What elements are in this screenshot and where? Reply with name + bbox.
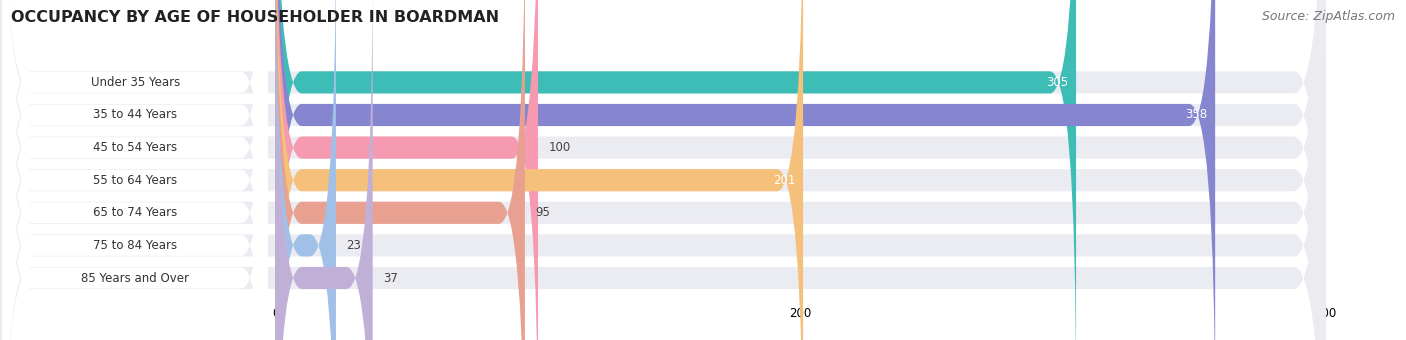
FancyBboxPatch shape xyxy=(3,0,267,340)
FancyBboxPatch shape xyxy=(3,0,267,340)
FancyBboxPatch shape xyxy=(3,0,267,340)
FancyBboxPatch shape xyxy=(0,0,1326,340)
Text: 55 to 64 Years: 55 to 64 Years xyxy=(93,174,177,187)
Text: 65 to 74 Years: 65 to 74 Years xyxy=(93,206,177,219)
Text: 35 to 44 Years: 35 to 44 Years xyxy=(93,108,177,121)
FancyBboxPatch shape xyxy=(3,0,267,340)
FancyBboxPatch shape xyxy=(276,0,803,340)
FancyBboxPatch shape xyxy=(276,0,336,340)
FancyBboxPatch shape xyxy=(0,0,1326,340)
Text: 85 Years and Over: 85 Years and Over xyxy=(82,272,190,285)
Text: 305: 305 xyxy=(1046,76,1069,89)
FancyBboxPatch shape xyxy=(276,0,373,340)
Text: 100: 100 xyxy=(548,141,571,154)
FancyBboxPatch shape xyxy=(0,0,1326,340)
Text: 95: 95 xyxy=(536,206,550,219)
FancyBboxPatch shape xyxy=(0,0,1326,340)
Text: 358: 358 xyxy=(1185,108,1208,121)
FancyBboxPatch shape xyxy=(276,0,538,340)
FancyBboxPatch shape xyxy=(276,0,1076,340)
FancyBboxPatch shape xyxy=(0,0,1326,340)
Text: 37: 37 xyxy=(384,272,398,285)
FancyBboxPatch shape xyxy=(3,0,267,340)
Text: 45 to 54 Years: 45 to 54 Years xyxy=(93,141,177,154)
FancyBboxPatch shape xyxy=(0,0,1326,340)
Text: Source: ZipAtlas.com: Source: ZipAtlas.com xyxy=(1261,10,1395,23)
Text: OCCUPANCY BY AGE OF HOUSEHOLDER IN BOARDMAN: OCCUPANCY BY AGE OF HOUSEHOLDER IN BOARD… xyxy=(11,10,499,25)
FancyBboxPatch shape xyxy=(276,0,1215,340)
Text: 75 to 84 Years: 75 to 84 Years xyxy=(93,239,177,252)
FancyBboxPatch shape xyxy=(0,0,1326,340)
FancyBboxPatch shape xyxy=(3,0,267,340)
Text: 23: 23 xyxy=(346,239,361,252)
FancyBboxPatch shape xyxy=(3,0,267,340)
Text: Under 35 Years: Under 35 Years xyxy=(90,76,180,89)
Text: 201: 201 xyxy=(773,174,796,187)
FancyBboxPatch shape xyxy=(276,0,524,340)
